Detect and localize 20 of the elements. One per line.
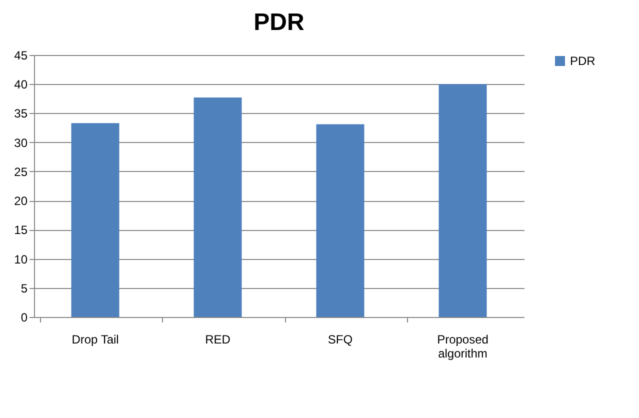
y-tick-label: 15 (14, 223, 28, 238)
y-tick-label: 30 (14, 136, 28, 150)
y-tick-label: 10 (14, 252, 28, 266)
x-tick-label: RED (205, 332, 231, 346)
x-tick-label: Proposed algorithm (437, 332, 488, 360)
y-tick-label: 5 (20, 281, 28, 296)
x-tick-label: Drop Tail (72, 332, 119, 346)
bar (438, 84, 487, 317)
bar (316, 124, 364, 317)
y-tick-label: 0 (20, 310, 28, 324)
y-tick-label: 25 (14, 164, 28, 179)
bar (71, 123, 120, 317)
y-tick-label: 40 (14, 78, 28, 92)
y-tick-label: 35 (14, 106, 28, 121)
x-tick-label: SFQ (328, 332, 353, 346)
legend-label: PDR (570, 54, 596, 68)
y-tick-label: 45 (14, 48, 28, 62)
chart-title: PDR (254, 9, 304, 36)
y-tick-label: 20 (14, 194, 28, 208)
bar (194, 98, 242, 317)
